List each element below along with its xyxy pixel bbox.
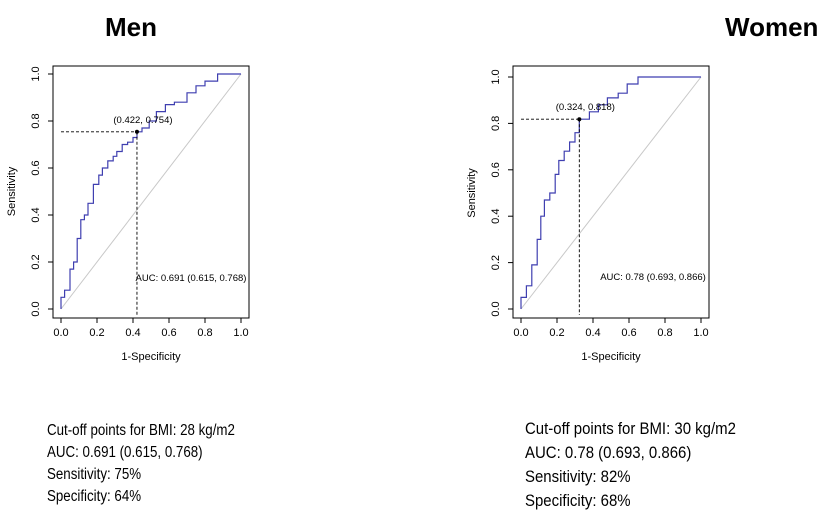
men-panel-title: Men — [105, 12, 157, 42]
women-auc-text: AUC: 0.78 (0.693, 0.866) — [525, 443, 692, 462]
y-tick-label: 0.6 — [490, 162, 502, 177]
y-tick-label: 1.0 — [30, 66, 42, 81]
x-tick-label: 0.0 — [513, 327, 528, 339]
men-sensitivity-text: Sensitivity: 75% — [47, 466, 142, 483]
men-specificity-text: Specificity: 64% — [47, 488, 142, 505]
cutoff-point-label: (0.324, 0.818) — [556, 102, 615, 113]
x-tick-label: 0.4 — [585, 327, 600, 339]
y-axis-label: Sensitivity — [466, 168, 478, 218]
roc-curve-series-0 — [520, 76, 701, 309]
y-tick-label: 0.8 — [30, 113, 42, 128]
x-axis-label: 1-Specificity — [581, 351, 641, 363]
women-specificity-text: Specificity: 68% — [525, 491, 631, 510]
auc-annotation: AUC: 0.78 (0.693, 0.866) — [600, 272, 706, 283]
x-tick-label: 0.2 — [549, 327, 564, 339]
x-tick-label: 0.6 — [161, 327, 176, 339]
chance-diagonal-line — [520, 76, 702, 310]
auc-annotation: AUC: 0.691 (0.615, 0.768) — [136, 273, 247, 284]
x-tick-label: 0.2 — [89, 327, 104, 339]
cutoff-point-label: (0.422, 0.754) — [113, 115, 172, 126]
cutoff-point-marker — [134, 129, 139, 134]
x-axis-label: 1-Specificity — [121, 351, 181, 363]
x-tick-label: 1.0 — [233, 327, 248, 339]
x-tick-label: 0.8 — [197, 327, 212, 339]
y-tick-label: 0.2 — [490, 255, 502, 270]
men-roc-chart: 0.0 0.2 0.4 0.6 0.8 1.0 0.0 0.2 0.4 0.6 0.8 1.0 1-Sp… — [6, 65, 250, 363]
y-tick-label: 0.6 — [30, 160, 42, 175]
roc-curve-series-0 — [60, 73, 241, 309]
y-tick-label: 0.8 — [490, 116, 502, 131]
y-tick-label: 0.4 — [490, 209, 502, 224]
x-tick-label: 0.0 — [53, 327, 68, 339]
women-sensitivity-text: Sensitivity: 82% — [525, 467, 631, 486]
y-axis-label: Sensitivity — [6, 166, 18, 216]
women-summary: Cut-off points for BMI: 30 kg/m2 AUC: 0.… — [525, 417, 736, 513]
men-summary: Cut-off points for BMI: 28 kg/m2 AUC: 0.… — [47, 420, 235, 508]
x-tick-label: 0.6 — [621, 327, 636, 339]
y-tick-label: 0.0 — [490, 301, 502, 316]
women-panel-title: Women — [725, 12, 819, 42]
chance-diagonal-line — [60, 73, 242, 310]
x-tick-label: 1.0 — [693, 327, 708, 339]
y-tick-label: 0.2 — [30, 254, 42, 269]
men-auc-text: AUC: 0.691 (0.615, 0.768) — [47, 444, 203, 461]
women-roc-chart: 0.0 0.2 0.4 0.6 0.8 1.0 0.0 0.2 0.4 0.6 0.8 1.0 1-Sp… — [466, 65, 710, 363]
x-tick-label: 0.4 — [125, 327, 140, 339]
x-tick-label: 0.8 — [657, 327, 672, 339]
y-tick-label: 1.0 — [490, 69, 502, 84]
y-tick-label: 0.0 — [30, 301, 42, 316]
y-tick-label: 0.4 — [30, 207, 42, 222]
women-cutoff-text: Cut-off points for BMI: 30 kg/m2 — [525, 419, 736, 438]
men-cutoff-text: Cut-off points for BMI: 28 kg/m2 — [47, 422, 235, 439]
cutoff-point-marker — [577, 117, 582, 122]
